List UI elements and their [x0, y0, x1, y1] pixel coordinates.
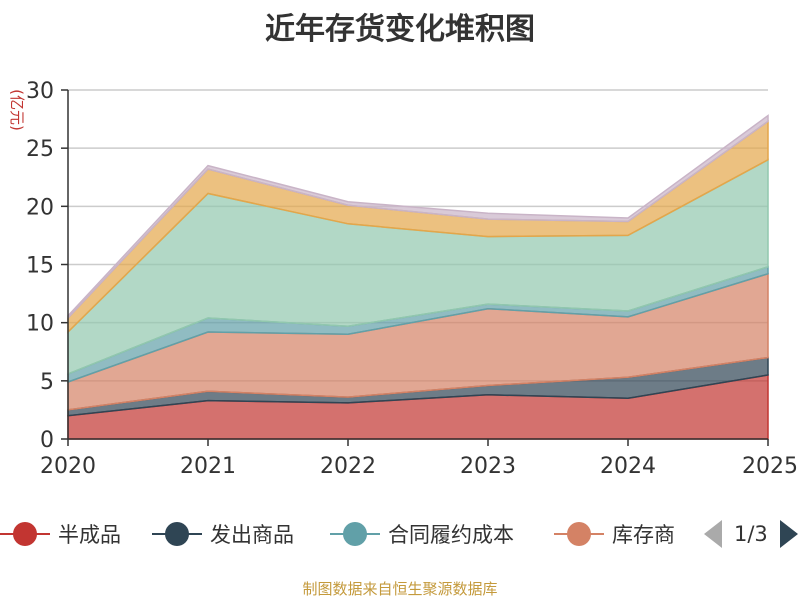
y-tick-label: 15	[26, 254, 54, 279]
chart-title: 近年存货变化堆积图	[265, 12, 535, 47]
legend-marker-icon	[0, 521, 50, 547]
x-tick-label: 2024	[600, 454, 656, 479]
y-tick-label: 5	[40, 370, 54, 395]
y-tick-label: 30	[26, 79, 54, 104]
legend-marker-icon	[554, 521, 604, 547]
legend-label: 半成品	[58, 523, 121, 547]
legend-items: 半成品 发出商品 合同履约成本 库存商	[0, 514, 684, 554]
legend-pager: 1/3	[700, 514, 800, 554]
x-tick-label: 2023	[460, 454, 516, 479]
legend-marker-icon	[152, 521, 202, 547]
y-tick-label: 25	[26, 137, 54, 162]
y-tick-label: 10	[26, 312, 54, 337]
y-tick-label: 0	[40, 428, 54, 453]
legend-item-库存商品[interactable]: 库存商	[554, 514, 675, 554]
legend-item-半成品[interactable]: 半成品	[0, 514, 121, 554]
y-tick-label: 20	[26, 195, 54, 220]
legend-label: 库存商	[612, 523, 675, 547]
legend: 半成品 发出商品 合同履约成本 库存商 1/3	[0, 514, 800, 554]
legend-item-发出商品[interactable]: 发出商品	[152, 514, 294, 554]
source-note: 制图数据来自恒生聚源数据库	[302, 580, 498, 598]
x-tick-label: 2025	[742, 454, 798, 479]
x-tick-label: 2021	[180, 454, 236, 479]
pager-next-icon[interactable]	[779, 520, 798, 548]
legend-label: 合同履约成本	[388, 523, 514, 547]
area-series-6	[67, 114, 769, 320]
legend-label: 发出商品	[210, 523, 294, 547]
y-axis-unit-label: (亿元)	[8, 89, 26, 131]
pager-page-indicator: 1/3	[734, 522, 768, 546]
legend-marker-icon	[330, 521, 380, 547]
pager-prev-icon[interactable]	[704, 520, 722, 548]
legend-item-合同履约成本[interactable]: 合同履约成本	[330, 514, 514, 554]
x-tick-label: 2022	[320, 454, 376, 479]
stacked-areas	[67, 114, 769, 440]
x-tick-label: 2020	[40, 454, 96, 479]
